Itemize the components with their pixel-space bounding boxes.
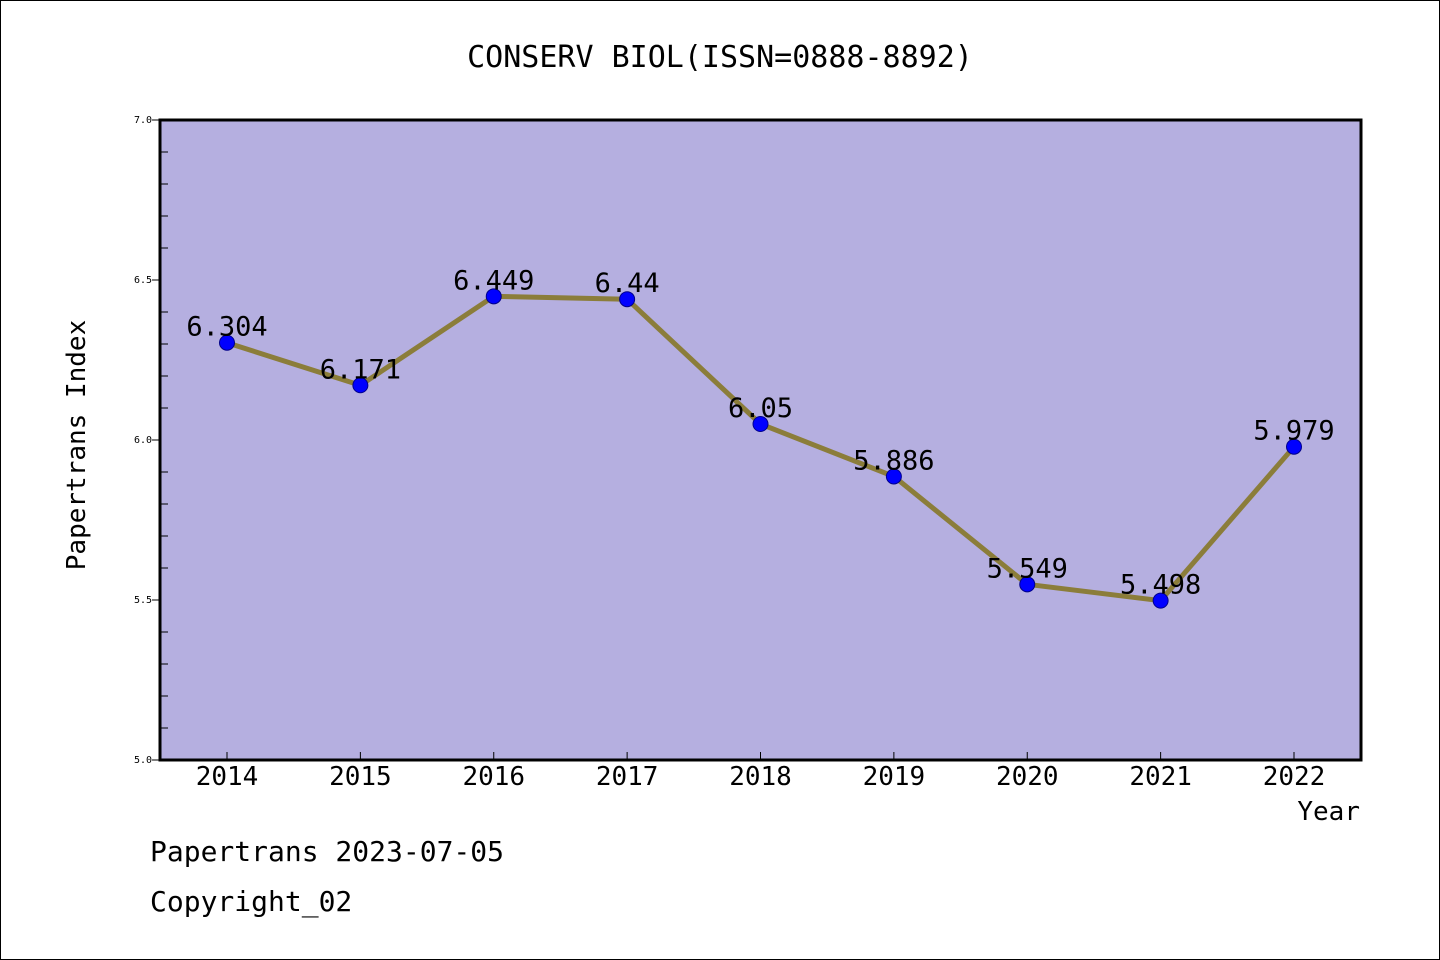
data-point	[352, 377, 369, 394]
x-tick-label: 2015	[329, 762, 392, 792]
x-tick-label: 2016	[462, 762, 525, 792]
y-axis: 5.0 5.5 6.0 6.5 7.0	[134, 115, 168, 766]
plot-area	[158, 118, 1363, 762]
data-label: 6.171	[320, 354, 401, 385]
data-label: 6.449	[453, 265, 534, 296]
data-point	[485, 288, 502, 305]
copyright-text: Copyright_02	[150, 885, 353, 918]
y-tick-label: 6.0	[134, 435, 152, 446]
x-tick-label: 2018	[729, 762, 792, 792]
data-label: 5.549	[987, 553, 1068, 584]
x-tick-label: 2017	[596, 762, 659, 792]
y-tick-label: 7.0	[134, 115, 152, 126]
data-point	[1019, 576, 1036, 593]
x-tick-label: 2019	[863, 762, 926, 792]
data-label: 5.498	[1120, 570, 1201, 601]
data-point	[752, 416, 769, 432]
x-tick-label: 2014	[196, 762, 259, 792]
x-tick-label: 2020	[996, 762, 1059, 792]
y-tick-label: 6.5	[134, 275, 152, 286]
data-point	[885, 468, 902, 485]
x-axis: 2014 2015 2016 2017 2018 2019 2020 2021 2022	[196, 752, 1326, 792]
x-axis-label: Year	[1297, 797, 1360, 827]
chart-title: CONSERV BIOL(ISSN=0888-8892)	[467, 40, 973, 75]
data-label: 5.979	[1253, 416, 1334, 447]
data-label: 6.44	[595, 268, 660, 299]
data-label: 6.05	[728, 393, 793, 424]
data-label: 6.304	[186, 312, 267, 343]
series-layer: 6.304 6.171 6.449 6.44 6.05 5.886 5.549 5.498 5.…	[186, 265, 1335, 609]
data-point	[1152, 592, 1169, 609]
data-label: 5.886	[853, 445, 934, 476]
x-tick-label: 2022	[1263, 762, 1326, 792]
data-point	[619, 291, 636, 308]
data-point	[1286, 438, 1302, 455]
source-date-text: Papertrans 2023-07-05	[150, 835, 505, 868]
y-tick-label: 5.5	[134, 595, 152, 606]
y-tick-label: 5.0	[134, 755, 152, 766]
data-point	[219, 334, 235, 351]
y-axis-label: Papertrans Index	[62, 320, 92, 570]
x-tick-label: 2021	[1129, 762, 1192, 792]
